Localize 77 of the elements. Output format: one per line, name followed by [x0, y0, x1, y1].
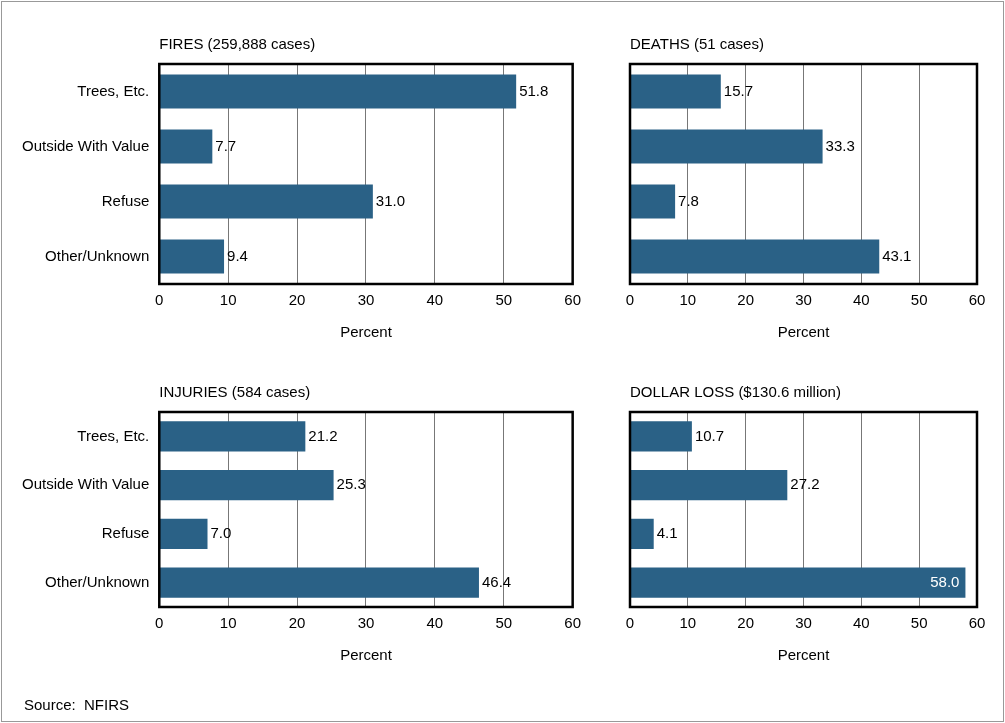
x-tick-label: 60	[968, 614, 986, 632]
x-tick-label: 30	[795, 614, 812, 632]
x-tick-label: 40	[426, 614, 444, 632]
x-tick-label: 20	[288, 291, 306, 309]
x-axis-title: Percent	[777, 646, 831, 664]
x-tick-label: 40	[426, 291, 444, 309]
bar	[159, 518, 208, 549]
data-label: 10.7	[694, 426, 725, 444]
data-label: 4.1	[656, 524, 678, 542]
bar	[159, 74, 517, 109]
x-tick-label: 40	[852, 614, 870, 632]
x-tick-label: 0	[155, 291, 164, 309]
x-tick-label: 30	[357, 291, 375, 309]
x-tick-label: 10	[219, 614, 237, 632]
x-tick-label: 20	[737, 291, 755, 309]
y-tick-label: Other/Unknown	[45, 572, 150, 590]
x-tick-label: 10	[219, 291, 237, 309]
data-label: 51.8	[519, 81, 549, 99]
x-tick-label: 50	[495, 291, 513, 309]
source-note: Source: NFIRS	[24, 695, 130, 713]
data-label: 21.2	[308, 426, 338, 444]
y-tick-label: Refuse	[101, 191, 150, 209]
x-axis-title: Percent	[340, 646, 393, 664]
x-tick-label: 10	[679, 291, 697, 309]
bar	[630, 184, 676, 219]
x-tick-label: 50	[910, 291, 928, 309]
data-label: 27.2	[790, 475, 820, 493]
bar	[159, 421, 306, 452]
y-tick-label: Refuse	[101, 524, 150, 542]
bar	[630, 239, 880, 274]
data-label: 7.0	[210, 524, 232, 542]
data-label: 7.8	[678, 191, 699, 209]
bar	[159, 567, 479, 598]
bar	[630, 129, 823, 164]
x-tick-label: 50	[910, 614, 928, 632]
data-label: 9.4	[227, 246, 248, 264]
chart-title: FIRES (259,888 cases)	[159, 34, 316, 52]
bar	[159, 239, 225, 274]
data-label: 33.3	[825, 136, 855, 154]
x-axis-title: Percent	[777, 323, 831, 341]
bar	[630, 567, 966, 598]
x-axis-title: Percent	[340, 323, 393, 341]
data-label: 46.4	[481, 572, 512, 590]
x-tick-label: 0	[625, 291, 635, 309]
bar	[630, 518, 654, 549]
x-tick-label: 60	[564, 614, 581, 632]
data-label: 25.3	[336, 475, 366, 493]
chart-title: DOLLAR LOSS ($130.6 million)	[630, 382, 841, 400]
bar	[630, 421, 692, 452]
x-tick-label: 20	[288, 614, 306, 632]
chart-title: INJURIES (584 cases)	[159, 382, 311, 400]
y-tick-label: Trees, Etc.	[77, 81, 150, 99]
data-label: 58.0	[930, 572, 960, 590]
data-label: 43.1	[882, 246, 912, 264]
x-tick-label: 30	[357, 614, 375, 632]
bar	[159, 184, 373, 219]
x-tick-label: 60	[968, 291, 986, 309]
x-tick-label: 10	[679, 614, 697, 632]
y-tick-label: Outside With Value	[22, 475, 150, 493]
chart-title: DEATHS (51 cases)	[630, 34, 764, 52]
bar	[159, 129, 213, 164]
x-tick-label: 60	[564, 291, 581, 309]
data-label: 7.7	[215, 136, 237, 154]
x-tick-label: 40	[852, 291, 870, 309]
x-tick-label: 0	[155, 614, 164, 632]
bar	[630, 470, 788, 501]
x-tick-label: 0	[625, 614, 635, 632]
y-tick-label: Other/Unknown	[45, 246, 150, 264]
x-tick-label: 30	[795, 291, 812, 309]
x-tick-label: 50	[495, 614, 513, 632]
data-label: 31.0	[375, 191, 406, 209]
y-tick-label: Trees, Etc.	[77, 426, 150, 444]
bar	[630, 74, 721, 109]
bar	[159, 470, 334, 501]
x-tick-label: 20	[737, 614, 755, 632]
y-tick-label: Outside With Value	[22, 136, 150, 154]
data-label: 15.7	[723, 81, 753, 99]
